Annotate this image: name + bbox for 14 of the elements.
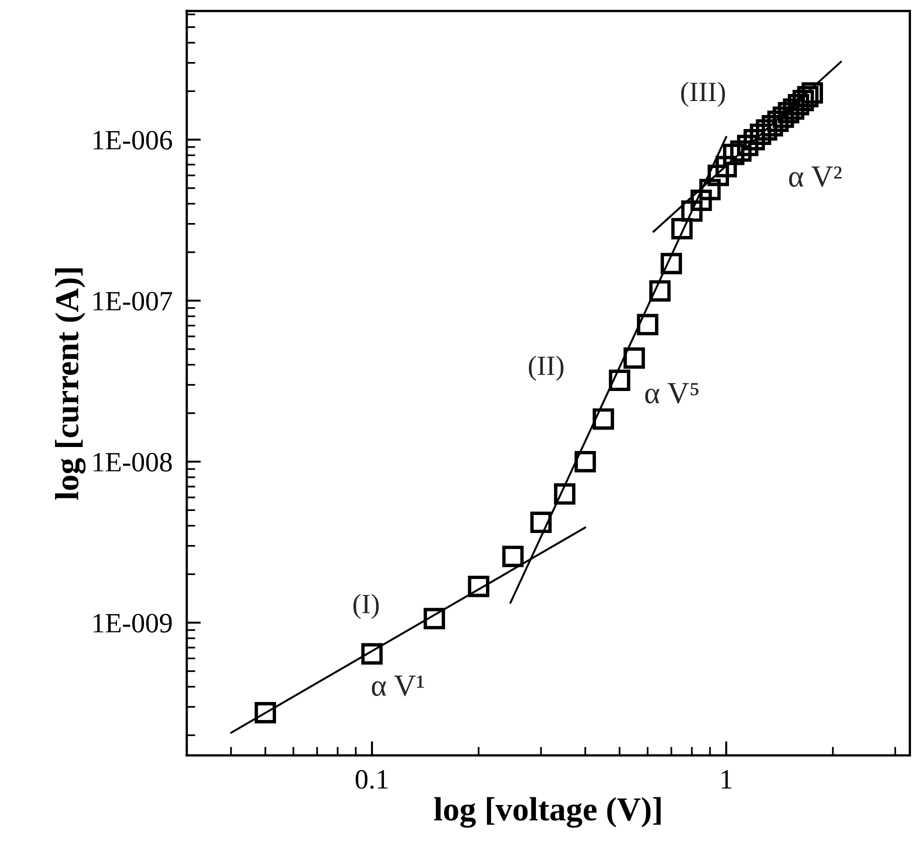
y-tick-label: 1E-006 [94,130,172,150]
x-axis-title: log [voltage (V)] [434,797,661,828]
annotation: (II) [528,356,564,381]
annotation: (I) [353,594,379,620]
annotation: α V¹ [372,676,424,696]
y-tick-label: 1E-009 [94,614,172,633]
x-tick-label: 0.1 [356,770,388,789]
y-tick-label: 1E-008 [94,452,172,472]
x-tick-label: 1 [722,770,732,788]
y-tick-label: 1E-007 [94,292,172,311]
annotation: (III) [681,82,725,107]
annotation: α V² [789,166,842,187]
y-axis-title: log [current (A)] [55,268,86,500]
annotation: α V⁵ [645,383,698,404]
